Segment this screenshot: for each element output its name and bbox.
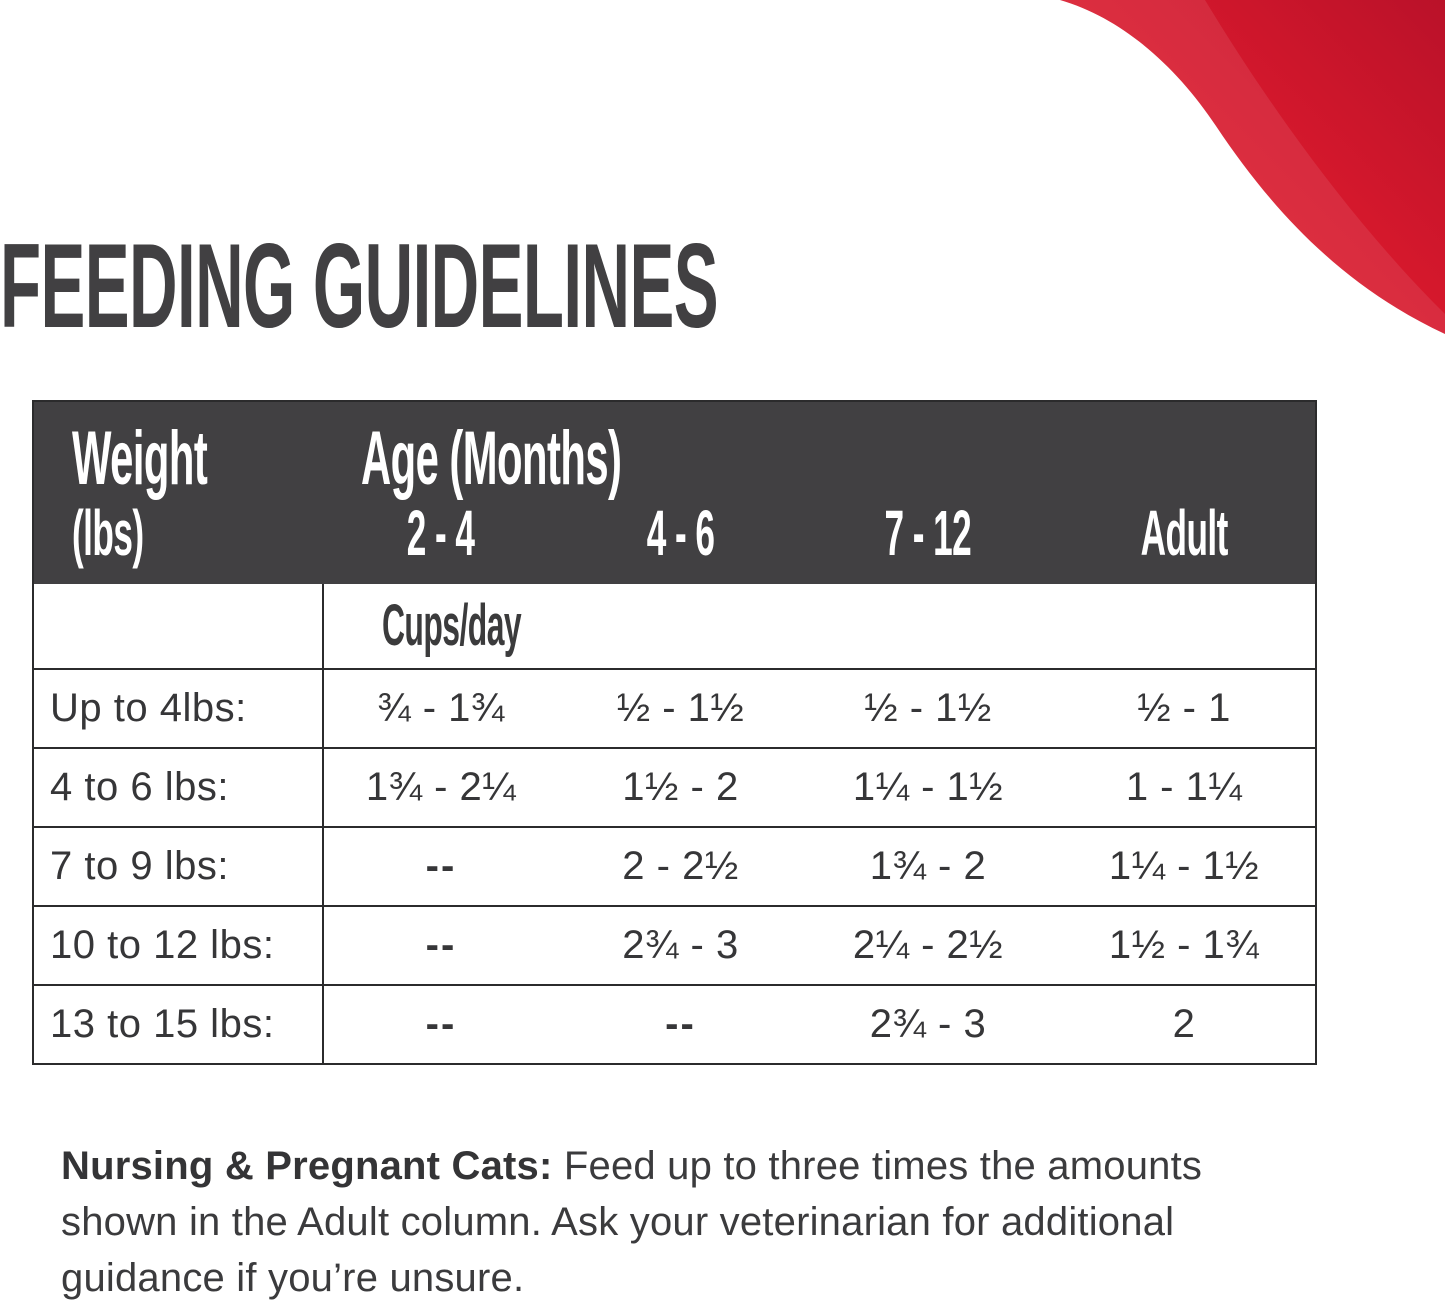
value-cell: 2 - 2½ <box>558 827 803 907</box>
table-header: Weight Age (Months) (lbs) 2 - 4 4 - 6 7 … <box>33 401 1317 584</box>
value-cell: 1¾ - 2 <box>803 827 1053 907</box>
value-cell: ½ - 1½ <box>803 669 1053 749</box>
value-cell: -- <box>425 1002 457 1046</box>
value-cell: ¾ - 1¾ <box>323 669 558 749</box>
weight-cell: 4 to 6 lbs: <box>33 748 324 828</box>
weight-header-cell: Weight <box>33 401 323 499</box>
page-title: FEEDING GUIDELINES <box>0 226 1282 346</box>
value-cell: -- <box>665 1002 696 1046</box>
value-cell: 1¼ - 1½ <box>1053 827 1317 907</box>
header-row-columns: (lbs) 2 - 4 4 - 6 7 - 12 Adult <box>33 499 1317 584</box>
feeding-guidelines-table: Weight Age (Months) (lbs) 2 - 4 4 - 6 7 … <box>32 400 1318 1065</box>
value-cell: 1½ - 2 <box>558 748 803 828</box>
value-cell: 1¼ - 1½ <box>803 748 1053 828</box>
age-column-2-4: 2 - 4 <box>323 499 558 584</box>
table-row: 13 to 15 lbs: -- -- 2¾ - 3 2 <box>33 985 1317 1065</box>
weight-cell: 10 to 12 lbs: <box>33 906 324 986</box>
weight-unit-cell: (lbs) <box>33 499 323 584</box>
table-row: 10 to 12 lbs: -- 2¾ - 3 2¼ - 2½ 1½ - 1¾ <box>33 906 1317 986</box>
age-column-adult: Adult <box>1053 499 1317 584</box>
value-cell: ½ - 1 <box>1053 669 1317 749</box>
value-cell: 1¾ - 2¼ <box>323 748 558 828</box>
table-row: 4 to 6 lbs: 1¾ - 2¼ 1½ - 2 1¼ - 1½ 1 - 1… <box>33 748 1317 828</box>
footnote-line3: guidance if you’re unsure. <box>61 1256 525 1300</box>
footnote-bold-label: Nursing & Pregnant Cats: <box>61 1144 553 1188</box>
age-header-label: Age (Months) <box>361 416 622 501</box>
weight-cell: Up to 4lbs: <box>33 669 324 749</box>
value-cell: 2¼ - 2½ <box>803 906 1053 986</box>
age-header-cell: Age (Months) <box>323 401 1317 501</box>
units-row-empty-cell <box>33 584 324 670</box>
value-cell: 2¾ - 3 <box>558 906 803 986</box>
weight-header-label: Weight <box>72 416 208 501</box>
value-cell: ½ - 1½ <box>558 669 803 749</box>
header-row-main: Weight Age (Months) <box>33 401 1317 501</box>
weight-unit-label: (lbs) <box>72 497 144 569</box>
value-cell: 2 <box>1053 985 1317 1065</box>
age-column-7-12: 7 - 12 <box>803 499 1053 584</box>
weight-cell: 13 to 15 lbs: <box>33 985 324 1065</box>
units-row: Cups/day <box>33 584 1317 670</box>
table-row: 7 to 9 lbs: -- 2 - 2½ 1¾ - 2 1¼ - 1½ <box>33 827 1317 907</box>
table-row: Up to 4lbs: ¾ - 1¾ ½ - 1½ ½ - 1½ ½ - 1 <box>33 669 1317 749</box>
nursing-pregnant-footnote: Nursing & Pregnant Cats: Feed up to thre… <box>61 1138 1411 1306</box>
units-label: Cups/day <box>381 593 522 658</box>
value-cell: 1½ - 1¾ <box>1053 906 1317 986</box>
footnote-line2: shown in the Adult column. Ask your vete… <box>61 1200 1175 1244</box>
units-cell: Cups/day <box>323 584 558 670</box>
age-column-4-6: 4 - 6 <box>558 499 803 584</box>
value-cell: 1 - 1¼ <box>1053 748 1317 828</box>
footnote-line1: Feed up to three times the amounts <box>563 1144 1203 1188</box>
value-cell: -- <box>425 923 457 967</box>
value-cell: 2¾ - 3 <box>803 985 1053 1065</box>
page-title-text: FEEDING GUIDELINES <box>0 219 719 354</box>
value-cell: -- <box>425 844 457 888</box>
weight-cell: 7 to 9 lbs: <box>33 827 324 907</box>
